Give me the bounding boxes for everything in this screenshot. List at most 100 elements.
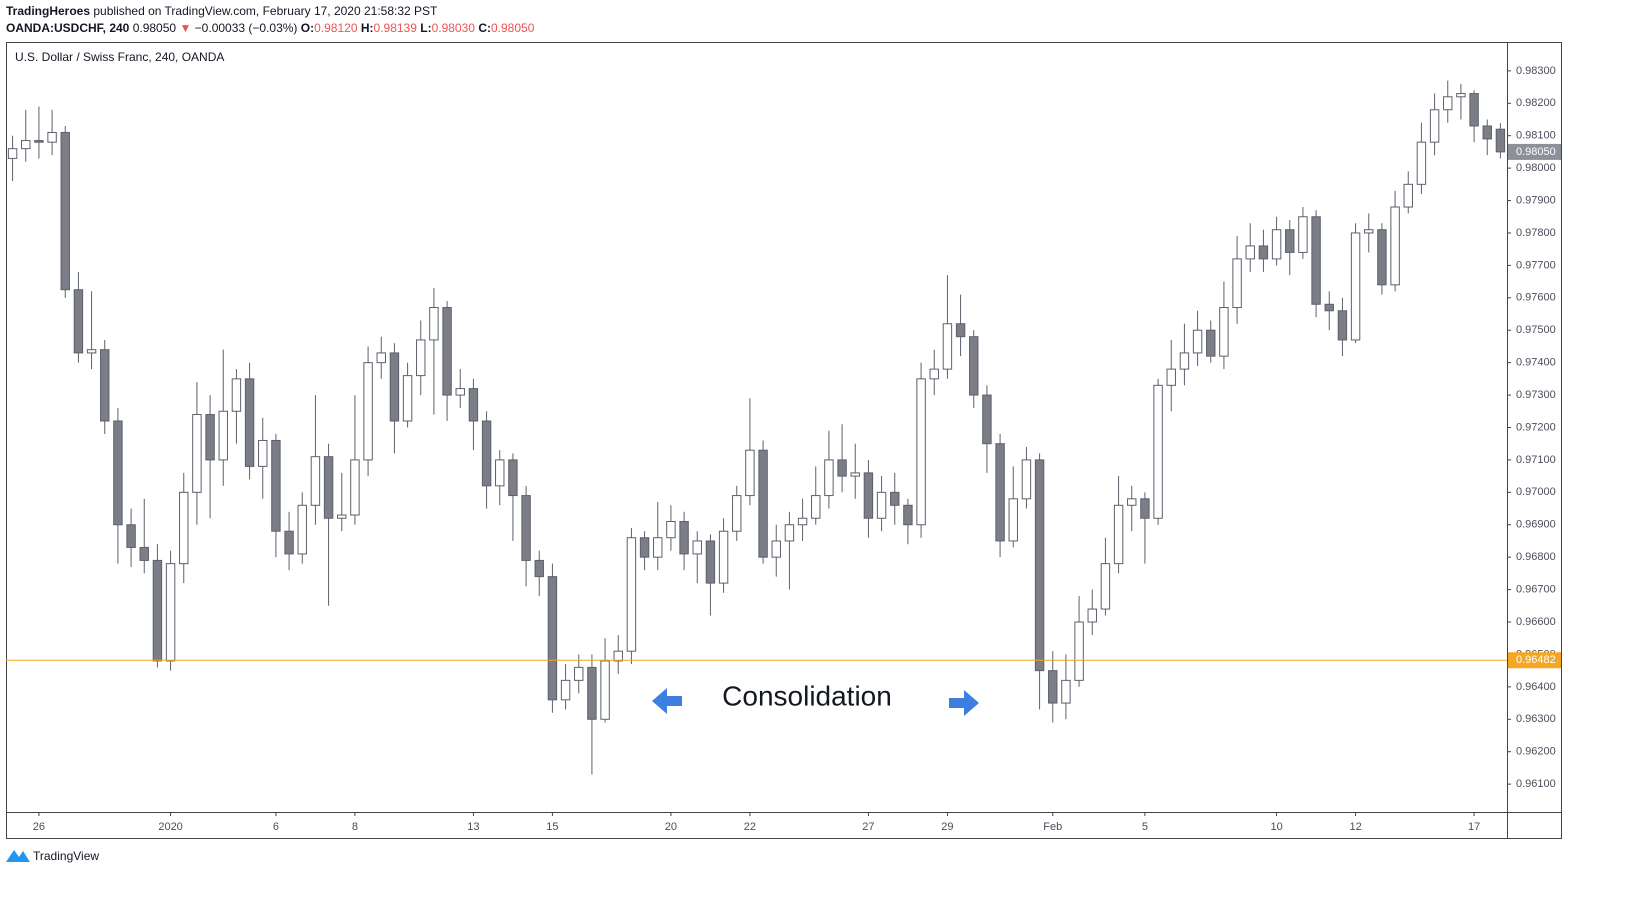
y-tick-label: 0.98100: [1516, 130, 1556, 142]
candle-body: [653, 537, 663, 558]
candle-body: [21, 140, 31, 150]
candle-body: [837, 459, 847, 477]
annotation: Consolidation: [722, 680, 892, 711]
candle-body: [337, 514, 347, 519]
candle-body: [1021, 459, 1032, 500]
candle-body: [982, 394, 992, 445]
candle-body: [1416, 141, 1427, 185]
candle-body: [1403, 183, 1413, 208]
candle-body: [508, 459, 518, 497]
chart-title: U.S. Dollar / Swiss Franc, 240, OANDA: [15, 50, 224, 64]
candle-body: [244, 378, 255, 467]
candle-body: [416, 339, 426, 377]
change: −0.00033 (−0.03%): [195, 21, 298, 35]
candle-body: [389, 352, 400, 422]
x-tick-label: 6: [273, 821, 279, 833]
candle-body: [47, 131, 57, 143]
candle-body: [574, 666, 584, 681]
x-tick-label: 26: [33, 821, 45, 833]
candle-body: [60, 131, 70, 291]
candle-body: [903, 504, 913, 526]
candle-body: [929, 368, 939, 380]
candle-body: [969, 336, 979, 396]
candle-body: [455, 388, 465, 396]
candle-body: [1140, 498, 1150, 519]
candle-body: [1232, 258, 1242, 309]
last-price-label: 0.98050: [1516, 146, 1556, 158]
symbol: OANDA:USDCHF, 240: [6, 21, 130, 35]
candle-body: [218, 410, 228, 461]
x-tick-label: 8: [352, 821, 358, 833]
candle-body: [824, 459, 834, 497]
candle-body: [521, 495, 531, 561]
y-tick-label: 0.97000: [1516, 486, 1556, 498]
candle-body: [1061, 679, 1071, 704]
candle-body: [495, 459, 505, 487]
candle-body: [7, 148, 18, 159]
candle-body: [639, 537, 650, 558]
candle-body: [284, 530, 294, 555]
candle-body: [679, 521, 689, 555]
brand: TradingView: [33, 849, 99, 863]
candle-body: [916, 378, 926, 526]
candle-body: [402, 375, 413, 422]
o: 0.98120: [314, 21, 358, 35]
candle-body: [1271, 229, 1282, 260]
candle-body: [718, 530, 729, 584]
y-tick-label: 0.98300: [1516, 65, 1556, 77]
y-tick-label: 0.97300: [1516, 389, 1556, 401]
l-label: L:: [420, 21, 431, 35]
y-tick-label: 0.98000: [1516, 162, 1556, 174]
y-tick-label: 0.96600: [1516, 616, 1556, 628]
y-tick-label: 0.97800: [1516, 227, 1556, 239]
arrow-left: [652, 688, 682, 714]
candle-body: [1127, 498, 1137, 506]
candle-body: [1153, 384, 1163, 519]
candle-body: [1429, 109, 1440, 143]
candle-body: [363, 362, 373, 461]
candle-body: [350, 459, 360, 516]
candle-body: [1482, 125, 1492, 140]
candle-body: [1377, 229, 1387, 286]
candle-body: [1337, 310, 1348, 341]
candle-body: [1166, 368, 1176, 386]
candle-body: [429, 307, 439, 341]
candle-body: [1192, 329, 1203, 354]
candle-body: [1219, 307, 1229, 357]
candle-body: [890, 491, 900, 506]
candle-body: [534, 559, 544, 578]
candle-body: [73, 289, 84, 354]
candle-body: [1298, 216, 1308, 253]
candle-body: [811, 495, 821, 519]
candle-body: [876, 491, 887, 519]
candle-body: [600, 660, 610, 720]
candle-body: [955, 323, 966, 338]
y-tick-label: 0.96700: [1516, 583, 1556, 595]
header-line: TradingHeroes published on TradingView.c…: [6, 4, 438, 18]
x-tick-label: 2020: [158, 821, 182, 833]
candle-body: [1034, 459, 1045, 672]
plot: [7, 80, 1506, 775]
y-tick-label: 0.97600: [1516, 292, 1556, 304]
candle-body: [179, 491, 189, 565]
y-tick-label: 0.96300: [1516, 713, 1556, 725]
x-tick-label: 27: [862, 821, 874, 833]
candle-body: [139, 546, 149, 561]
candle-body: [468, 388, 479, 422]
candle-body: [692, 540, 702, 555]
x-tick-label: 20: [665, 821, 677, 833]
logo: TradingView: [6, 849, 99, 863]
candle-body: [1206, 329, 1216, 357]
candle-body: [100, 349, 110, 422]
x-tick-label: 22: [744, 821, 756, 833]
candle-body: [442, 307, 452, 396]
candle-body: [1048, 670, 1058, 704]
candle-body: [297, 504, 307, 555]
candle-body: [205, 414, 215, 461]
candle-body: [481, 420, 492, 487]
y-tick-label: 0.96900: [1516, 519, 1556, 531]
candle-body: [1074, 621, 1084, 681]
candle-body: [784, 524, 795, 542]
hline-label-box: [1508, 652, 1561, 669]
